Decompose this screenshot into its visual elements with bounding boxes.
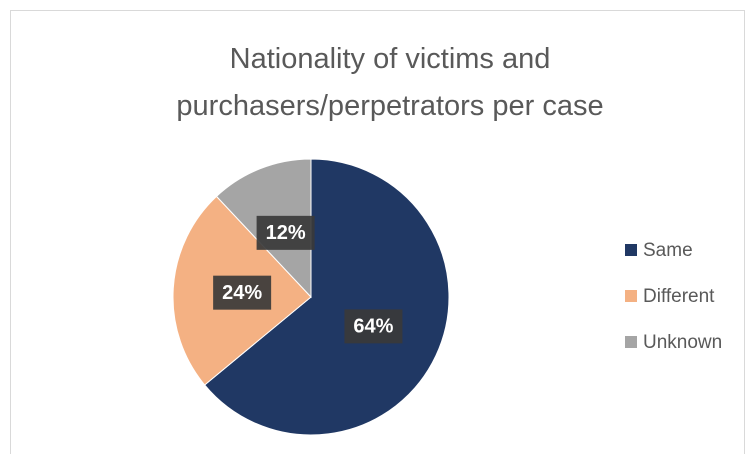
data-label: 64% [353, 316, 393, 338]
legend-swatch [625, 244, 637, 256]
legend-label: Unknown [643, 332, 722, 353]
legend-swatch [625, 336, 637, 348]
pie-slice [203, 158, 450, 436]
data-label-box [256, 215, 315, 250]
data-label: 12% [266, 222, 306, 244]
data-label-box [213, 275, 272, 310]
legend-swatch [625, 290, 637, 302]
legend-label: Same [643, 240, 693, 261]
legend-label: Different [643, 286, 715, 307]
data-label: 24% [222, 282, 262, 304]
data-label-box [344, 309, 403, 344]
chart-title: Nationality of victims and purchasers/pe… [176, 43, 604, 122]
